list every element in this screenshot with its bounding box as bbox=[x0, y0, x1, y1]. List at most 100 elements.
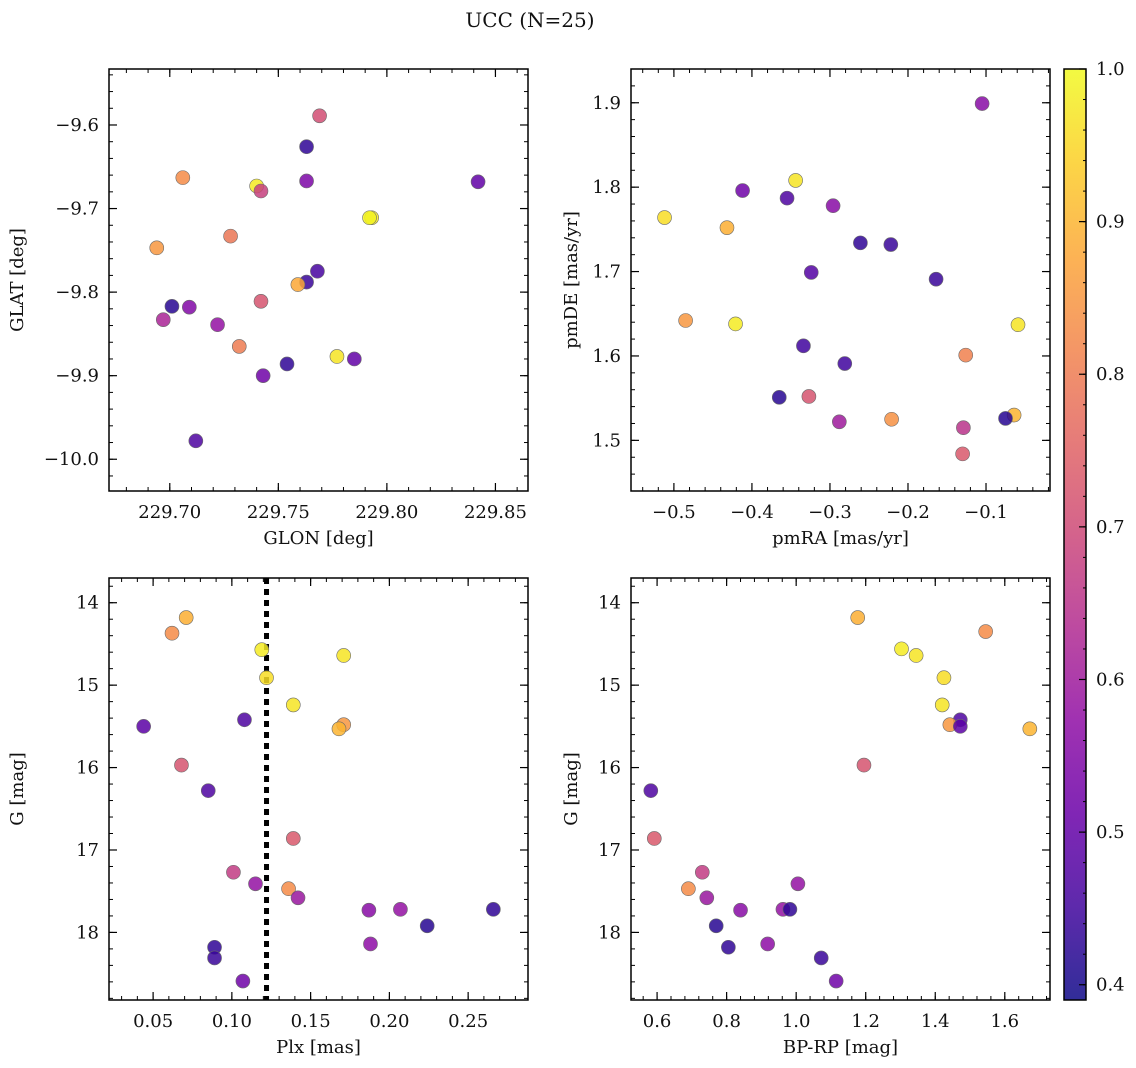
colorbar-tick-label: 0.8 bbox=[1096, 364, 1125, 385]
data-point bbox=[149, 240, 165, 256]
data-point bbox=[223, 228, 238, 244]
major-ticks: 229.70 229.75 229.80 229.85 −10.0 −9.9 −9.8 −9.… bbox=[44, 69, 528, 523]
colorbar-tick-label: 0.9 bbox=[1096, 212, 1125, 233]
data-point bbox=[952, 719, 968, 734]
plot-frame bbox=[108, 577, 529, 1001]
x-tick-label: 1.6 bbox=[990, 1011, 1019, 1032]
colorbar-tick-label: 0.7 bbox=[1096, 517, 1125, 538]
x-axis-label: pmRA [mas/yr] bbox=[772, 528, 909, 549]
data-point bbox=[908, 648, 924, 663]
data-point bbox=[329, 349, 345, 364]
data-point bbox=[825, 198, 841, 214]
data-point bbox=[733, 902, 748, 918]
colorbar-frame bbox=[1063, 68, 1087, 1001]
data-point bbox=[978, 624, 993, 639]
data-point bbox=[837, 356, 853, 371]
data-point bbox=[856, 757, 872, 773]
data-point bbox=[813, 950, 829, 966]
data-point bbox=[231, 339, 247, 354]
data-point bbox=[788, 173, 803, 188]
data-point bbox=[828, 973, 844, 989]
x-tick-label: 1.4 bbox=[921, 1011, 950, 1032]
panel-pmra-pmde: −0.5 −0.4 −0.3 −0.2 −0.1 1.5 1.6 1.7 1.8 1.9 pmRA … bbox=[561, 68, 1051, 549]
x-tick-label: 0.15 bbox=[291, 1011, 331, 1032]
x-tick-label: 0.6 bbox=[643, 1011, 672, 1032]
data-point bbox=[248, 876, 263, 892]
data-point bbox=[1022, 721, 1038, 737]
data-point bbox=[259, 670, 274, 686]
data-point bbox=[200, 783, 216, 798]
data-point bbox=[760, 936, 775, 952]
colorbar-tick-label: 0.4 bbox=[1096, 975, 1125, 996]
y-axis-label: GLAT [deg] bbox=[7, 228, 28, 332]
data-point bbox=[254, 642, 270, 658]
data-point bbox=[182, 299, 197, 315]
data-point bbox=[708, 918, 724, 934]
data-point bbox=[174, 757, 189, 773]
data-point bbox=[719, 220, 735, 235]
y-axis-label: pmDE [mas/yr] bbox=[561, 211, 582, 349]
data-point bbox=[486, 902, 501, 917]
y-tick-label: 14 bbox=[76, 593, 99, 614]
data-point bbox=[832, 414, 847, 430]
data-point bbox=[279, 356, 295, 372]
data-point bbox=[178, 610, 194, 625]
x-tick-label: 229.75 bbox=[247, 502, 310, 523]
data-point bbox=[336, 648, 352, 663]
x-tick-label: 229.80 bbox=[355, 502, 418, 523]
data-points bbox=[149, 108, 486, 449]
data-point bbox=[657, 210, 672, 225]
y-tick-label: 18 bbox=[76, 922, 99, 943]
figure-title: UCC (N=25) bbox=[465, 8, 594, 32]
x-tick-label: −0.1 bbox=[964, 502, 1008, 523]
data-point bbox=[771, 390, 787, 405]
colorbar-tick-label: 0.6 bbox=[1096, 669, 1125, 690]
y-tick-label: −9.9 bbox=[55, 366, 99, 387]
data-point bbox=[884, 411, 899, 427]
x-tick-label: 0.10 bbox=[212, 1011, 252, 1032]
data-point bbox=[956, 420, 971, 436]
x-tick-label: 1.0 bbox=[782, 1011, 811, 1032]
x-tick-label: 0.8 bbox=[712, 1011, 741, 1032]
data-point bbox=[796, 338, 811, 354]
x-axis-label: BP-RP [mag] bbox=[783, 1037, 898, 1058]
data-point bbox=[290, 277, 306, 292]
plot-frame bbox=[630, 68, 1051, 492]
y-tick-label: −9.6 bbox=[55, 115, 99, 136]
data-point bbox=[164, 299, 180, 314]
data-point bbox=[393, 902, 408, 917]
data-point bbox=[363, 936, 378, 952]
x-tick-label: −0.3 bbox=[808, 502, 852, 523]
y-tick-label: 17 bbox=[598, 840, 621, 861]
x-tick-label: 229.70 bbox=[138, 502, 201, 523]
data-point bbox=[894, 641, 909, 657]
data-point bbox=[974, 96, 990, 111]
x-tick-label: −0.4 bbox=[730, 502, 774, 523]
data-point bbox=[347, 351, 362, 367]
data-point bbox=[299, 139, 314, 155]
data-point bbox=[361, 902, 377, 918]
data-point bbox=[958, 347, 974, 363]
data-point bbox=[235, 973, 251, 989]
data-point bbox=[253, 183, 269, 199]
data-points bbox=[657, 96, 1026, 462]
data-point bbox=[312, 108, 327, 124]
panel-bprp-g: 0.6 0.8 1.0 1.2 1.4 1.6 14 15 16 17 18 BP-RP [mag] G… bbox=[561, 577, 1051, 1058]
data-point bbox=[281, 881, 296, 897]
data-point bbox=[735, 183, 750, 198]
data-points bbox=[643, 610, 1038, 989]
data-point bbox=[955, 446, 970, 462]
minor-ticks bbox=[631, 578, 1050, 1000]
y-axis-label: G [mag] bbox=[561, 752, 582, 825]
data-point bbox=[883, 237, 899, 252]
data-point bbox=[801, 389, 817, 404]
y-tick-label: 1.9 bbox=[592, 93, 621, 114]
data-point bbox=[928, 271, 944, 287]
data-point bbox=[678, 313, 693, 328]
data-point bbox=[803, 265, 819, 280]
data-point bbox=[646, 831, 662, 846]
data-point bbox=[728, 316, 743, 332]
colorbar-tick-label: 0.5 bbox=[1096, 822, 1125, 843]
major-ticks: 0.05 0.10 0.15 0.20 0.25 14 15 16 17 18 bbox=[76, 578, 528, 1032]
plot-frame bbox=[630, 577, 1051, 1001]
